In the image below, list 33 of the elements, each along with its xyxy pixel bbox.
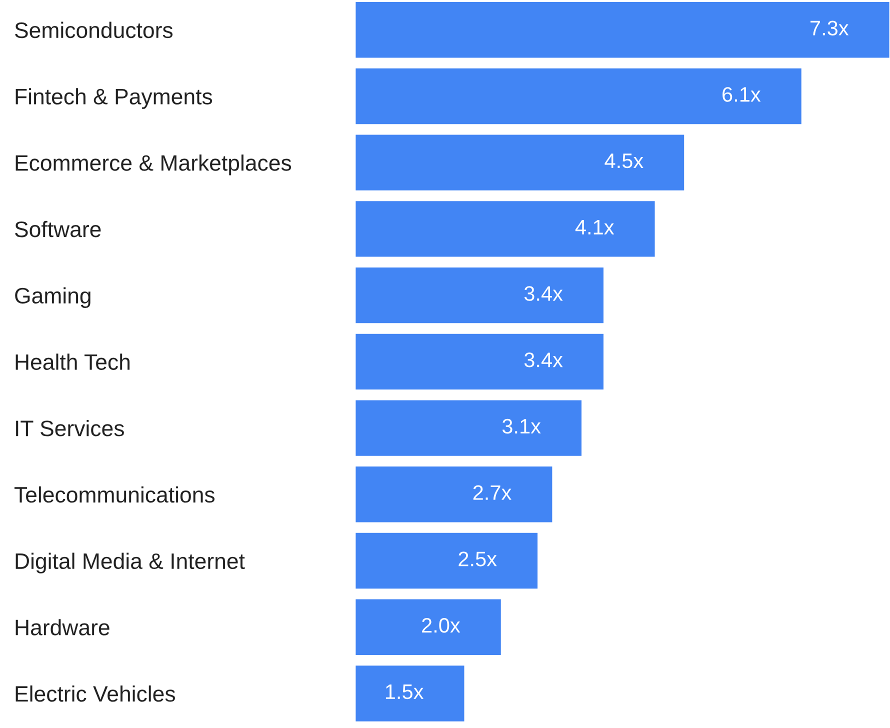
y-tick-label: Semiconductors bbox=[15, 22, 173, 38]
data-label: 3.4x bbox=[524, 352, 563, 368]
bar bbox=[355, 532, 539, 590]
y-tick-label: Health Tech bbox=[16, 354, 130, 370]
bar bbox=[355, 465, 554, 524]
bar bbox=[355, 598, 502, 656]
y-tick-label: Software bbox=[15, 220, 101, 238]
y-tick-label: IT Services bbox=[16, 420, 124, 436]
y-tick-label: Hardware bbox=[16, 619, 110, 636]
data-label: 3.1x bbox=[502, 418, 541, 434]
y-tick-label: Ecommerce & Marketplaces bbox=[16, 154, 292, 176]
data-label: 4.5x bbox=[604, 154, 644, 168]
data-label: 7.3x bbox=[810, 20, 849, 36]
bar bbox=[355, 398, 583, 458]
data-label: 1.5x bbox=[386, 684, 424, 700]
bar bbox=[355, 664, 466, 723]
y-tick-label: Electric Vehicles bbox=[16, 685, 175, 702]
bar bbox=[355, 0, 890, 60]
bar bbox=[355, 332, 605, 391]
y-tick-label: Gaming bbox=[15, 287, 90, 308]
bar bbox=[355, 200, 656, 258]
data-label: 2.5x bbox=[458, 552, 497, 566]
y-tick-label: Digital Media & Internet bbox=[16, 552, 245, 574]
data-label: 6.1x bbox=[722, 87, 761, 102]
data-label: 4.1x bbox=[575, 220, 614, 234]
bar bbox=[355, 266, 605, 325]
bar bbox=[355, 66, 803, 126]
data-label: 3.4x bbox=[524, 286, 563, 301]
y-tick-label: Fintech & Payments bbox=[16, 88, 212, 109]
bar bbox=[355, 133, 686, 192]
data-label: 2.0x bbox=[422, 618, 460, 633]
data-label: 2.7x bbox=[473, 485, 512, 500]
y-tick-label: Telecommunications bbox=[14, 486, 215, 503]
